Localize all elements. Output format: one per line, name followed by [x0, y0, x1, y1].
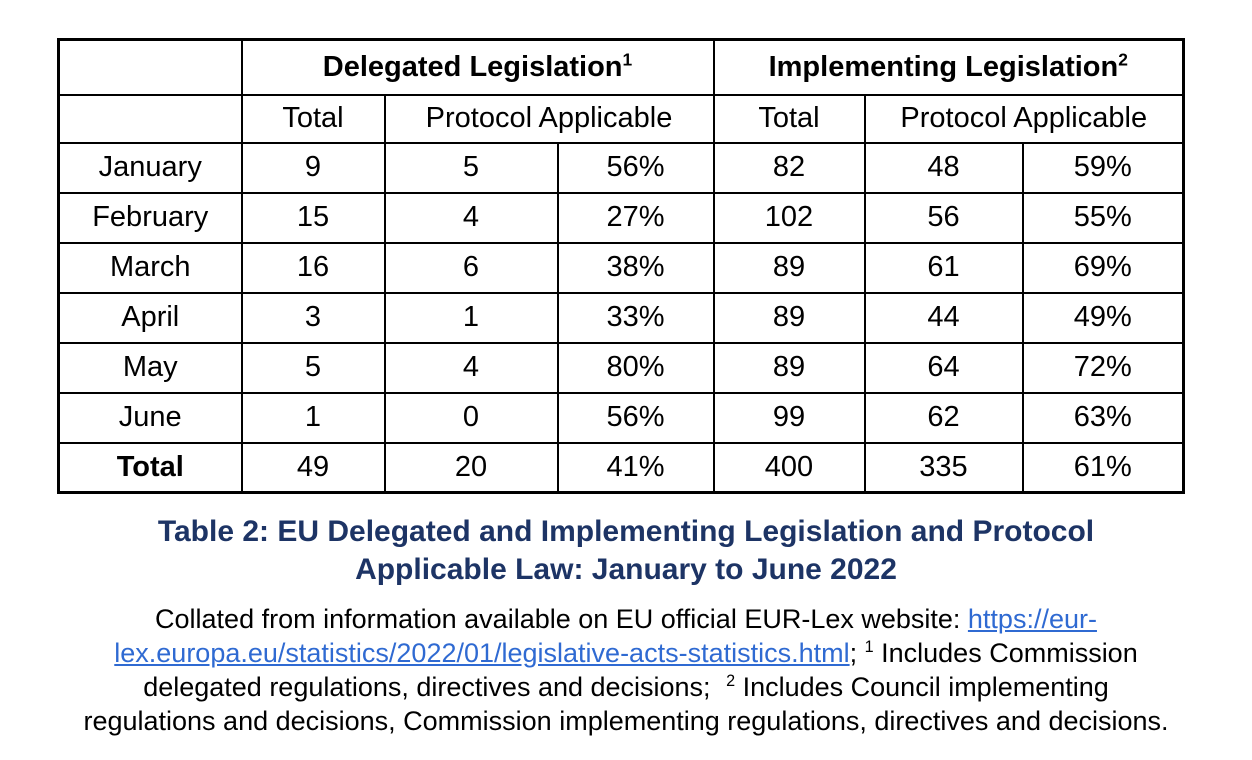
table-row-january: January 9 5 56% 82 48 59%: [57, 141, 1185, 194]
subheader-delegated-protocol: Protocol Applicable: [383, 93, 715, 144]
cell: 20: [383, 441, 559, 494]
notes-line-4: regulations and decisions, Commission im…: [0, 704, 1252, 738]
cell: 38%: [556, 241, 715, 294]
subheader-implementing-total: Total: [712, 93, 866, 144]
group-label: Implementing Legislation: [768, 50, 1119, 83]
table-row-march: March 16 6 38% 89 61 69%: [57, 241, 1185, 294]
caption-line-1: Table 2: EU Delegated and Implementing L…: [157, 515, 1095, 548]
subheader-delegated-total: Total: [240, 93, 386, 144]
footnote-ref-2: 2: [726, 672, 736, 690]
table-caption: Table 2: EU Delegated and Implementing L…: [0, 513, 1252, 589]
cell: 15: [240, 191, 386, 244]
eurlex-link-part2[interactable]: lex.europa.eu/statistics/2022/01/legisla…: [114, 638, 850, 668]
cell: 400: [712, 441, 866, 494]
notes-line-2: lex.europa.eu/statistics/2022/01/legisla…: [0, 636, 1252, 670]
notes-line-3: delegated regulations, directives and de…: [0, 670, 1252, 704]
cell: 64: [863, 341, 1024, 394]
row-label: June: [57, 391, 243, 444]
group-label: Delegated Legislation: [322, 50, 623, 83]
cell: 3: [240, 291, 386, 344]
table-subheader-row: Total Protocol Applicable Total Protocol…: [57, 93, 1185, 144]
cell: 99: [712, 391, 866, 444]
cell: 69%: [1021, 241, 1185, 294]
footnote-2-text-cont: regulations and decisions, Commission im…: [83, 706, 1169, 736]
cell: 49: [240, 441, 386, 494]
cell: 61: [863, 241, 1024, 294]
cell: 0: [383, 391, 559, 444]
row-label: January: [57, 141, 243, 194]
cell: 4: [383, 341, 559, 394]
cell: 49%: [1021, 291, 1185, 344]
cell: 56: [863, 191, 1024, 244]
group-header-delegated: Delegated Legislation1: [240, 38, 715, 96]
cell: 16: [240, 241, 386, 294]
footnote-mark-2: 2: [1118, 49, 1128, 70]
cell: 89: [712, 291, 866, 344]
table-row-may: May 5 4 80% 89 64 72%: [57, 341, 1185, 394]
cell: 56%: [556, 141, 715, 194]
row-label: Total: [57, 441, 243, 494]
cell: 335: [863, 441, 1024, 494]
blank-corner-cell: [57, 38, 243, 96]
legislation-table: Delegated Legislation1 Implementing Legi…: [57, 38, 1185, 494]
cell: 4: [383, 191, 559, 244]
footnote-mark-1: 1: [622, 49, 633, 70]
table-row-april: April 3 1 33% 89 44 49%: [57, 291, 1185, 344]
cell: 59%: [1021, 141, 1185, 194]
cell: 48: [863, 141, 1024, 194]
caption-line-2: Applicable Law: January to June 2022: [355, 553, 897, 586]
footnote-1-text: Includes Commission: [873, 638, 1138, 668]
cell: 80%: [556, 341, 715, 394]
cell: 55%: [1021, 191, 1185, 244]
cell: 82: [712, 141, 866, 194]
group-header-implementing: Implementing Legislation2: [712, 38, 1185, 96]
row-label: February: [57, 191, 243, 244]
blank-corner-cell: [57, 93, 243, 144]
table-notes: Collated from information available on E…: [0, 602, 1252, 738]
table-row-total: Total 49 20 41% 400 335 61%: [57, 441, 1185, 494]
footnote-1-text-cont: delegated regulations, directives and de…: [143, 672, 719, 702]
row-label: March: [57, 241, 243, 294]
table-group-header-row: Delegated Legislation1 Implementing Legi…: [57, 38, 1185, 96]
cell: 27%: [556, 191, 715, 244]
table-row-february: February 15 4 27% 102 56 55%: [57, 191, 1185, 244]
source-text: Collated from information available on E…: [155, 604, 968, 634]
cell: 89: [712, 241, 866, 294]
cell: 62: [863, 391, 1024, 444]
footnote-ref-1: 1: [864, 638, 874, 656]
cell: 9: [240, 141, 386, 194]
cell: 41%: [556, 441, 715, 494]
cell: 56%: [556, 391, 715, 444]
cell: 1: [383, 291, 559, 344]
separator: ;: [849, 638, 865, 668]
footnote-2-text: Includes Council implementing: [735, 672, 1109, 702]
table-row-june: June 1 0 56% 99 62 63%: [57, 391, 1185, 444]
eurlex-link-part1[interactable]: https://eur-: [967, 604, 1097, 634]
cell: 102: [712, 191, 866, 244]
cell: 33%: [556, 291, 715, 344]
cell: 72%: [1021, 341, 1185, 394]
cell: 5: [240, 341, 386, 394]
row-label: April: [57, 291, 243, 344]
subheader-implementing-protocol: Protocol Applicable: [863, 93, 1185, 144]
row-label: May: [57, 341, 243, 394]
notes-line-1: Collated from information available on E…: [0, 602, 1252, 636]
cell: 1: [240, 391, 386, 444]
cell: 44: [863, 291, 1024, 344]
cell: 6: [383, 241, 559, 294]
cell: 61%: [1021, 441, 1185, 494]
cell: 5: [383, 141, 559, 194]
cell: 89: [712, 341, 866, 394]
cell: 63%: [1021, 391, 1185, 444]
